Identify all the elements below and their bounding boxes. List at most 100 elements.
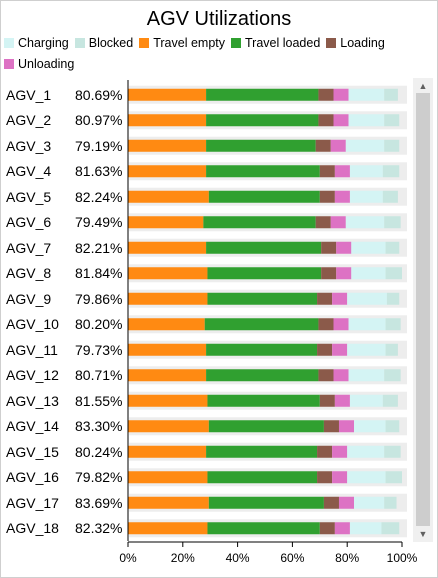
legend-swatch xyxy=(74,38,85,48)
category-label: AGV_9 xyxy=(6,290,52,307)
x-tick-label: 40% xyxy=(226,551,250,565)
utilization-label: 82.32% xyxy=(75,520,123,537)
bar-segment-blocked xyxy=(385,471,402,484)
bar-segment-unloading xyxy=(330,139,346,152)
bar-segment-unloading xyxy=(333,114,349,127)
legend-item-travel-empty: Travel empty xyxy=(139,35,225,51)
bar-segment-unloading xyxy=(330,216,346,229)
bar-segment-travel-loaded xyxy=(207,394,320,407)
bar-segment-travel-loaded xyxy=(206,139,316,152)
bar-segment-loading xyxy=(318,88,334,101)
bar-segment-loading xyxy=(323,496,339,509)
bar-segment-travel-empty xyxy=(128,496,209,509)
bar-segment-travel-empty xyxy=(128,165,207,178)
utilization-label: 82.21% xyxy=(75,239,123,256)
utilization-label: 79.73% xyxy=(75,341,123,358)
utilization-label: 80.20% xyxy=(75,316,123,333)
bar-segment-loading xyxy=(318,114,334,127)
legend-label: Blocked xyxy=(88,36,134,50)
x-tick-label: 80% xyxy=(335,551,359,565)
legend: Charging Blocked Travel empty Travel loaded… xyxy=(4,35,424,72)
legend-swatch xyxy=(231,38,241,48)
category-label: AGV_15 xyxy=(6,443,59,460)
bar-segment-charging xyxy=(347,471,386,484)
bar-segment-blocked xyxy=(382,394,398,407)
bar-segment-charging xyxy=(354,496,385,509)
bar-segment-loading xyxy=(317,471,333,484)
bar-segment-travel-loaded xyxy=(206,369,319,382)
bar-segment-travel-loaded xyxy=(207,267,322,280)
bar-segment-blocked xyxy=(384,369,401,382)
bar-segment-travel-empty xyxy=(128,394,208,407)
legend-item-unloading: Unloading xyxy=(4,56,74,72)
x-tick-label: 0% xyxy=(119,551,137,565)
bar-segment-blocked xyxy=(384,114,400,127)
bar-segment-travel-loaded xyxy=(206,445,318,458)
utilization-label: 79.19% xyxy=(75,137,123,154)
legend-item-travel-loaded: Travel loaded xyxy=(231,35,320,51)
bar-segment-travel-loaded xyxy=(206,343,318,356)
bar-segment-charging xyxy=(351,241,386,254)
bar-segment-blocked xyxy=(385,241,400,254)
legend-swatch xyxy=(4,38,14,48)
category-label: AGV_12 xyxy=(6,367,59,384)
utilization-label: 80.71% xyxy=(75,367,123,384)
scroll-up-arrow-icon[interactable]: ▲ xyxy=(418,81,428,91)
bar-segment-unloading xyxy=(338,420,355,433)
scroll-down-arrow-icon[interactable]: ▼ xyxy=(418,529,428,539)
utilization-label: 83.69% xyxy=(75,494,123,511)
bar-segment-unloading xyxy=(334,522,350,535)
bar-segment-travel-loaded xyxy=(208,420,324,433)
category-label: AGV_8 xyxy=(6,265,52,282)
bar-segment-travel-loaded xyxy=(208,190,320,203)
legend-item-loading: Loading xyxy=(326,35,385,51)
bar-segment-blocked xyxy=(386,292,400,305)
utilization-label: 83.30% xyxy=(75,418,123,435)
bar-segment-loading xyxy=(321,267,337,280)
vertical-scrollbar[interactable]: ▲ ▼ xyxy=(413,78,433,542)
utilization-label: 80.24% xyxy=(75,443,123,460)
bar-segment-charging xyxy=(354,420,386,433)
category-label: AGV_11 xyxy=(6,341,58,358)
category-label: AGV_3 xyxy=(6,137,52,154)
bar-segment-loading xyxy=(318,369,334,382)
bar-segment-loading xyxy=(319,522,335,535)
bar-segment-travel-empty xyxy=(128,267,208,280)
legend-item-charging: Charging xyxy=(4,35,69,51)
bar-segment-charging xyxy=(349,394,383,407)
bar-segment-travel-empty xyxy=(128,88,207,101)
category-label: AGV_10 xyxy=(6,316,59,333)
bar-segment-charging xyxy=(345,139,385,152)
bar-segment-blocked xyxy=(382,190,398,203)
bar-segment-unloading xyxy=(336,241,352,254)
bar-segment-travel-loaded xyxy=(206,88,319,101)
bar-segment-travel-empty xyxy=(128,420,209,433)
bar-segment-travel-empty xyxy=(128,114,207,127)
legend-label: Loading xyxy=(340,36,385,50)
bar-segment-travel-empty xyxy=(128,241,207,254)
bar-segment-unloading xyxy=(334,165,350,178)
category-label: AGV_1 xyxy=(6,86,52,103)
utilization-label: 79.86% xyxy=(75,290,123,307)
bar-segment-travel-empty xyxy=(128,292,208,305)
scroll-thumb[interactable] xyxy=(416,93,430,526)
bar-segment-blocked xyxy=(384,496,397,509)
bar-segment-charging xyxy=(349,190,383,203)
category-label: AGV_7 xyxy=(6,239,52,256)
bar-segment-travel-empty xyxy=(128,318,205,331)
bar-segment-blocked xyxy=(385,343,398,356)
bar-segment-loading xyxy=(318,318,334,331)
utilization-label: 81.63% xyxy=(75,163,123,180)
category-label: AGV_13 xyxy=(6,392,59,409)
bar-segment-loading xyxy=(317,343,333,356)
legend-label: Charging xyxy=(18,36,69,50)
bar-segment-travel-loaded xyxy=(204,318,319,331)
bar-segment-travel-empty xyxy=(128,522,208,535)
legend-swatch xyxy=(326,38,337,48)
bar-segment-unloading xyxy=(333,318,349,331)
category-label: AGV_17 xyxy=(6,494,59,511)
utilization-label: 79.49% xyxy=(75,214,123,231)
bar-segment-travel-empty xyxy=(128,343,207,356)
utilization-label: 80.97% xyxy=(75,112,123,129)
category-label: AGV_18 xyxy=(6,520,59,537)
